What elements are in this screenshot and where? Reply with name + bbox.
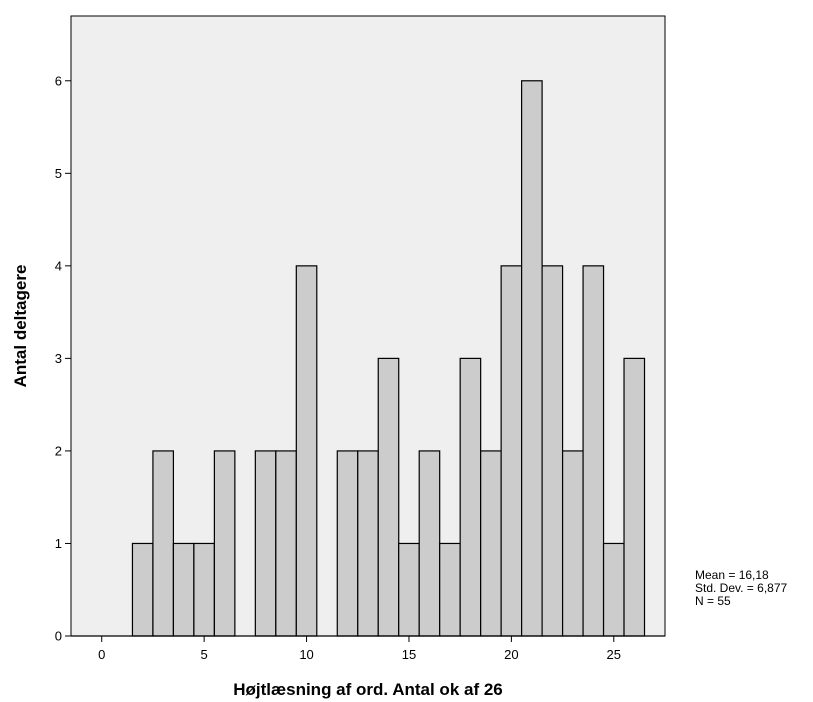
histogram-bar-14: [377, 357, 400, 637]
histogram-bar-3: [152, 450, 175, 637]
histogram-bar-20: [500, 265, 523, 637]
histogram-bar-2: [131, 542, 154, 637]
y-tick-label-6: 6: [55, 73, 62, 88]
histogram-bar-24: [582, 265, 605, 637]
histogram-bar-13: [357, 450, 379, 637]
std-dev-label: Std. Dev. = 6,877: [695, 581, 788, 595]
histogram-bar-19: [480, 450, 502, 637]
histogram-bar-8: [254, 450, 277, 637]
histogram-bar-5: [193, 542, 215, 637]
histogram-bar-22: [541, 265, 564, 637]
y-axis-title: Antal deltagere: [11, 265, 30, 388]
histogram-bar-16: [418, 450, 441, 637]
x-tick-label-15: 15: [402, 647, 416, 662]
n-label: N = 55: [695, 594, 731, 608]
histogram-bar-21: [521, 80, 543, 637]
histogram-bar-12: [336, 450, 359, 637]
x-tick-label-0: 0: [98, 647, 105, 662]
histogram-bar-6: [213, 450, 236, 637]
mean-label: Mean = 16,18: [695, 568, 769, 582]
summary-statistics: Mean = 16,18 Std. Dev. = 6,877 N = 55: [695, 569, 787, 608]
x-axis: 0 5 10 15 20 25: [98, 636, 621, 662]
histogram-bar-26: [623, 357, 646, 637]
histogram-bar-23: [561, 450, 584, 637]
histogram-bar-25: [602, 542, 625, 637]
y-tick-label-1: 1: [55, 536, 62, 551]
x-axis-title: Højtlæsning af ord. Antal ok af 26: [233, 680, 503, 699]
x-tick-label-25: 25: [607, 647, 621, 662]
x-tick-label-5: 5: [201, 647, 208, 662]
y-tick-label-3: 3: [55, 351, 62, 366]
histogram-bar-10: [295, 265, 318, 637]
histogram-bar-17: [439, 542, 461, 637]
bars-group: [71, 80, 665, 637]
histogram-bar-18: [459, 357, 482, 637]
x-tick-label-20: 20: [504, 647, 518, 662]
y-tick-label-0: 0: [55, 629, 62, 644]
y-tick-label-4: 4: [55, 258, 62, 273]
y-axis: 0 1 2 3 4 5 6: [55, 73, 71, 644]
y-tick-label-2: 2: [55, 443, 62, 458]
histogram-bar-15: [398, 542, 420, 637]
y-tick-label-5: 5: [55, 166, 62, 181]
x-tick-label-10: 10: [299, 647, 313, 662]
histogram-bar-9: [275, 450, 297, 637]
histogram-bar-4: [172, 542, 195, 637]
